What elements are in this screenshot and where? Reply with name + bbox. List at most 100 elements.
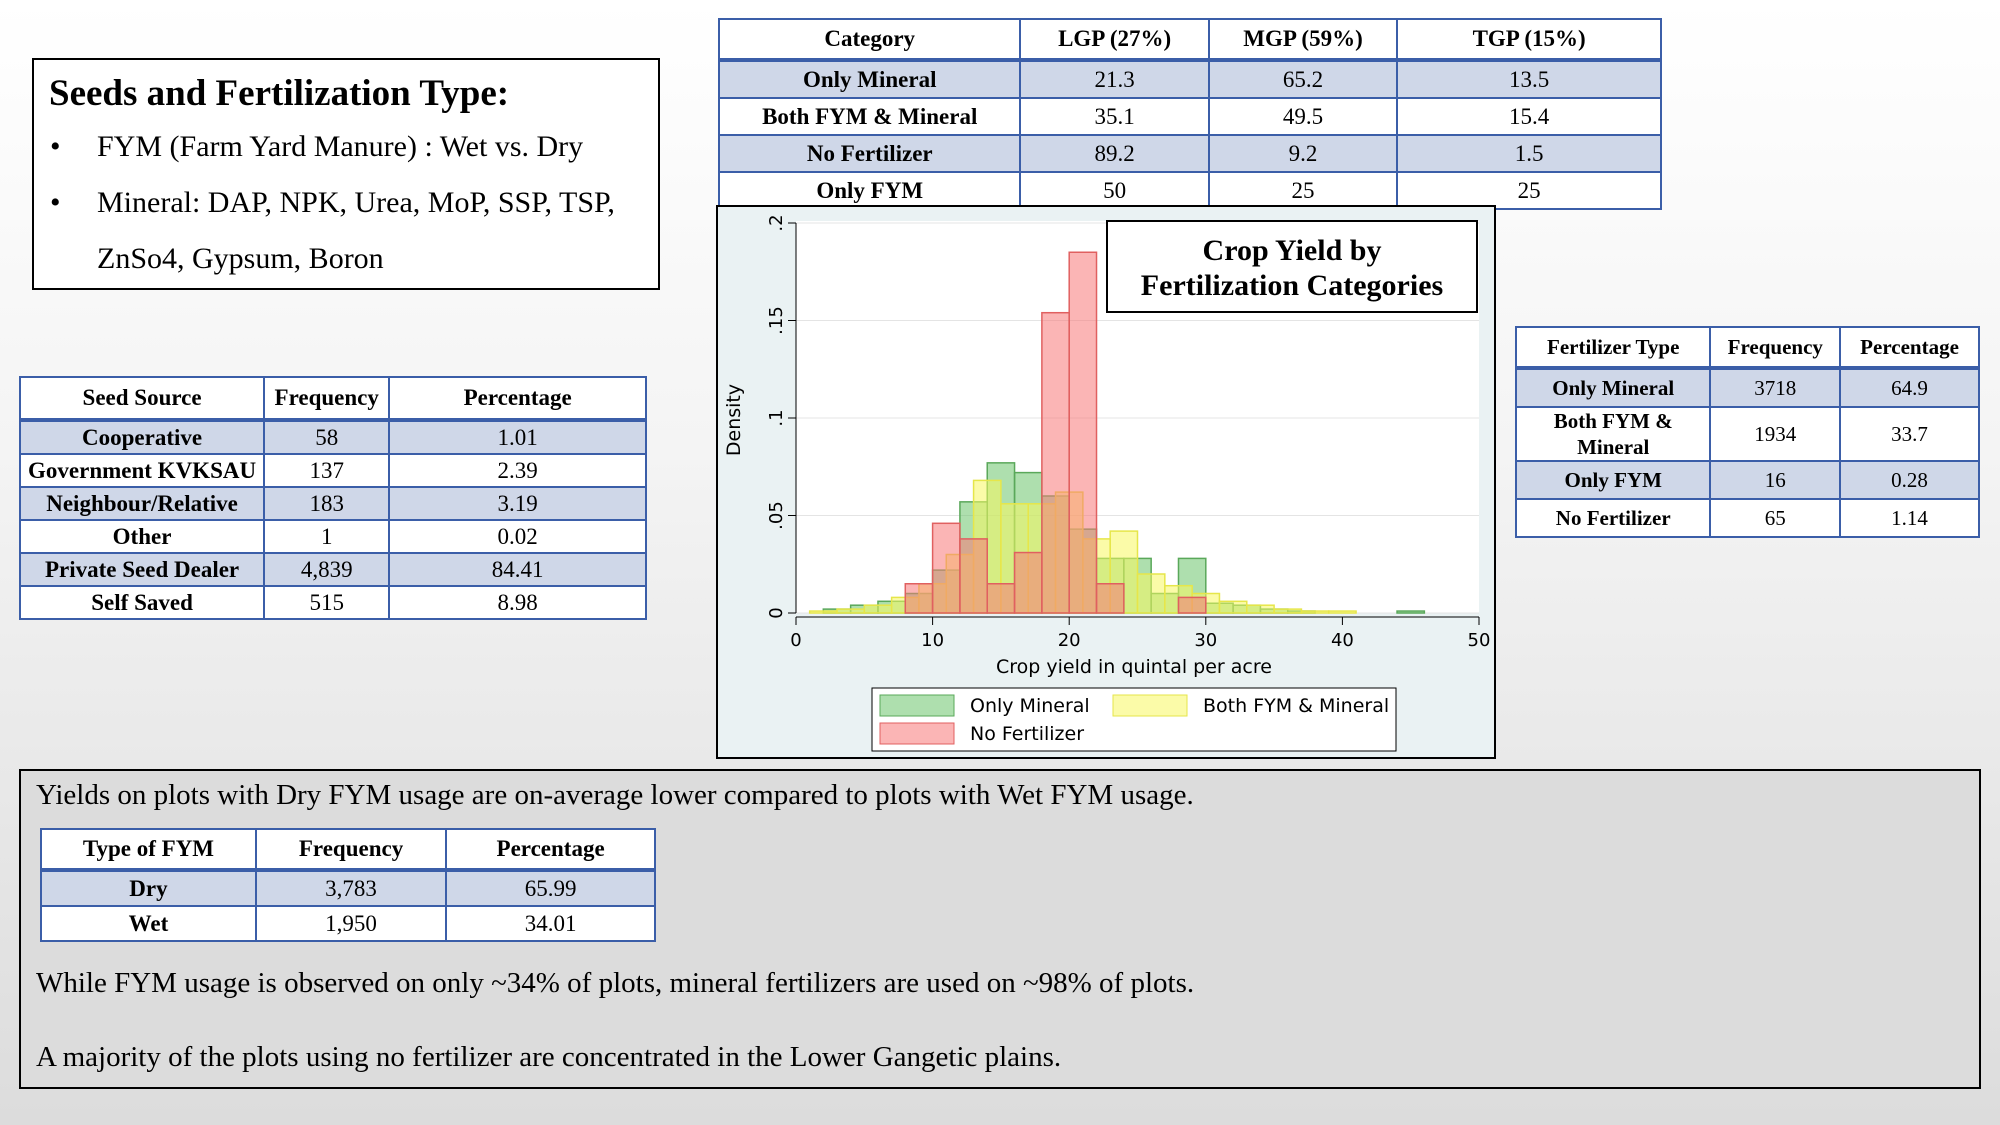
table-cell: 84.41 <box>388 552 647 587</box>
legend-label-no-fertilizer: No Fertilizer <box>970 723 1084 745</box>
table-cell: No Fertilizer <box>717 134 1022 173</box>
x-tick-label: 10 <box>921 630 944 651</box>
table-row: Both FYM & Mineral 1934 33.7 <box>1514 406 1980 462</box>
seeds-fertilization-title: Seeds and Fertilization Type: <box>49 73 510 114</box>
table-header: Type of FYM <box>40 828 257 872</box>
table-cell: 65.99 <box>445 869 656 907</box>
table-cell: Both FYM & Mineral <box>717 97 1022 136</box>
table-row: Only Mineral 3718 64.9 <box>1514 367 1980 408</box>
fertilizer-type-table: Fertilizer Type Frequency Percentage Onl… <box>1514 326 1980 538</box>
table-row: Only Mineral 21.3 65.2 13.5 <box>717 59 1662 99</box>
table-cell: 34.01 <box>445 905 656 942</box>
table-cell: Only Mineral <box>717 59 1022 99</box>
bar-no-fertilizer <box>1041 311 1070 614</box>
table-row: No Fertilizer 65 1.14 <box>1514 498 1980 538</box>
seeds-fertilization-box: Seeds and Fertilization Type: • FYM (Farm… <box>32 58 660 290</box>
table-cell: Other <box>18 519 266 554</box>
table-row: Only FYM 16 0.28 <box>1514 460 1980 500</box>
crop-yield-chart: 0 .05 .1 .15 .2 0 10 20 30 40 50 Crop Yield by Fer… <box>716 205 1496 759</box>
chart-title-line-1: Crop Yield by <box>1203 234 1382 267</box>
bullet-icon: • <box>50 186 61 219</box>
bar-both-fym-mineral <box>1136 573 1166 614</box>
x-tick-label: 50 <box>1468 630 1491 651</box>
bar-no-fertilizer <box>986 583 1016 614</box>
histogram-bars <box>808 251 1426 614</box>
bar-both-fym-mineral <box>1300 610 1330 614</box>
legend-swatch-only-mineral <box>879 694 955 717</box>
list-item: • FYM (Farm Yard Manure) : Wet vs. Dry <box>34 119 658 175</box>
x-tick-label: 20 <box>1058 630 1081 651</box>
table-row: Other 1 0.02 <box>18 519 647 554</box>
table-row: No Fertilizer 89.2 9.2 1.5 <box>717 134 1662 173</box>
summary-box: Yields on plots with Dry FYM usage are o… <box>19 769 1981 1089</box>
axes: 0 .05 .1 .15 .2 0 10 20 30 40 50 <box>766 214 1490 651</box>
bar-both-fym-mineral <box>836 608 866 614</box>
list-item: • Mineral: DAP, NPK, Urea, MoP, SSP, TSP,… <box>34 175 658 287</box>
table-row: Both FYM & Mineral 35.1 49.5 15.4 <box>717 97 1662 136</box>
table-cell: 9.2 <box>1207 134 1399 173</box>
bar-both-fym-mineral <box>1218 600 1248 614</box>
table-cell: Wet <box>40 905 257 942</box>
y-tick-label: .15 <box>766 306 787 335</box>
table-cell: 2.39 <box>388 453 647 488</box>
y-axis-label: Density <box>723 384 745 456</box>
table-cell: 58 <box>263 419 391 455</box>
table-header: TGP (15%) <box>1396 18 1662 62</box>
table-cell: 3718 <box>1709 367 1842 408</box>
table-header: Percentage <box>388 376 647 422</box>
table-row: Only FYM 50 25 25 <box>717 171 1662 210</box>
table-cell: 1.01 <box>388 419 647 455</box>
table-header: Category <box>717 18 1022 62</box>
table-cell: 35.1 <box>1019 97 1210 136</box>
seeds-fertilization-list: • FYM (Farm Yard Manure) : Wet vs. Dry • M… <box>34 119 658 287</box>
table-cell: 0.28 <box>1839 460 1980 500</box>
bar-only-mineral <box>1396 610 1426 614</box>
table-row: Neighbour/Relative 183 3.19 <box>18 486 647 521</box>
table-cell: 50 <box>1019 171 1210 210</box>
bullet-text: FYM (Farm Yard Manure) : Wet vs. Dry <box>97 130 584 163</box>
table-cell: 1 <box>263 519 391 554</box>
table-cell: 49.5 <box>1207 97 1399 136</box>
table-cell: Dry <box>40 869 257 907</box>
category-table: Category LGP (27%) MGP (59%) TGP (15%) O… <box>717 18 1662 210</box>
table-cell: 515 <box>263 585 391 620</box>
table-cell: 4,839 <box>263 552 391 587</box>
seed-source-table: Seed Source Frequency Percentage Coopera… <box>18 376 647 620</box>
table-header: Percentage <box>1839 326 1980 370</box>
legend-swatch-both-fym-mineral <box>1112 694 1188 717</box>
bar-both-fym-mineral <box>1327 610 1357 614</box>
bar-no-fertilizer <box>1013 551 1043 614</box>
table-cell: Government KVKSAU <box>18 453 266 488</box>
x-axis-label: Crop yield in quintal per acre <box>996 656 1272 678</box>
y-tick-label: 0 <box>766 607 787 618</box>
chart-title-box: Crop Yield by Fertilization Categories <box>1106 220 1478 313</box>
x-tick-label: 30 <box>1194 630 1217 651</box>
bar-no-fertilizer <box>1068 251 1098 614</box>
table-row: Cooperative 58 1.01 <box>18 419 647 455</box>
table-cell: 25 <box>1396 171 1662 210</box>
table-cell: 64.9 <box>1839 367 1980 408</box>
table-row: Dry 3,783 65.99 <box>40 869 656 907</box>
table-header: MGP (59%) <box>1207 18 1399 62</box>
bullet-text: Mineral: DAP, NPK, Urea, MoP, SSP, TSP, … <box>97 186 615 275</box>
summary-line-2: While FYM usage is observed on only ~34%… <box>36 967 1195 999</box>
table-header: Frequency <box>1709 326 1842 370</box>
table-header: Percentage <box>445 828 656 872</box>
table-header: Frequency <box>263 376 391 422</box>
x-tick-label: 40 <box>1331 630 1354 651</box>
summary-line-1: Yields on plots with Dry FYM usage are o… <box>36 779 1194 811</box>
x-tick-label: 0 <box>790 630 801 651</box>
fym-type-table: Type of FYM Frequency Percentage Dry 3,78… <box>40 828 656 942</box>
table-cell: 1934 <box>1709 406 1842 462</box>
table-cell: Both FYM & Mineral <box>1514 406 1712 462</box>
bar-both-fym-mineral <box>1246 604 1275 614</box>
table-cell: 25 <box>1207 171 1399 210</box>
summary-line-3: A majority of the plots using no fertili… <box>36 1041 1062 1073</box>
bar-no-fertilizer <box>1177 596 1207 614</box>
bar-no-fertilizer <box>931 522 961 614</box>
table-cell: Private Seed Dealer <box>18 552 266 587</box>
table-row: Self Saved 515 8.98 <box>18 585 647 620</box>
y-tick-label: .1 <box>766 409 787 426</box>
bullet-icon: • <box>50 130 61 163</box>
bar-both-fym-mineral <box>1273 608 1303 614</box>
